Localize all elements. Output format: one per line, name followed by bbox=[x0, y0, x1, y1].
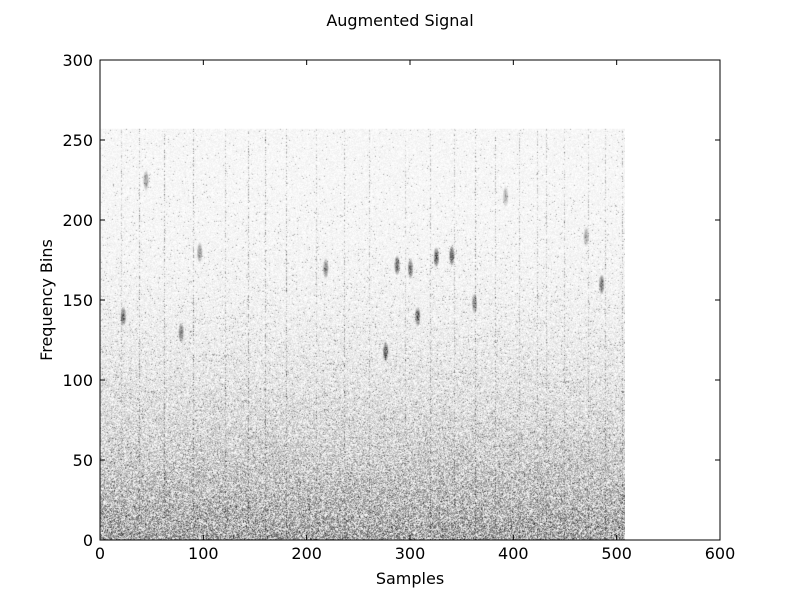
y-tick-label: 100 bbox=[62, 371, 93, 390]
x-tick-label: 400 bbox=[498, 544, 529, 563]
x-axis-label: Samples bbox=[376, 569, 444, 588]
y-tick-label: 250 bbox=[62, 131, 93, 150]
y-axis-ticks: 0 50 100 150 200 250 300 bbox=[62, 51, 720, 550]
y-tick-label: 200 bbox=[62, 211, 93, 230]
y-tick-label: 300 bbox=[62, 51, 93, 70]
heatmap-layer bbox=[100, 128, 625, 540]
x-tick-label: 600 bbox=[705, 544, 736, 563]
x-tick-label: 100 bbox=[188, 544, 219, 563]
spectrogram-image bbox=[100, 128, 625, 540]
y-tick-label: 150 bbox=[62, 291, 93, 310]
x-tick-label: 200 bbox=[291, 544, 322, 563]
y-tick-label: 0 bbox=[83, 531, 93, 550]
y-axis-label: Frequency Bins bbox=[37, 239, 56, 361]
x-tick-label: 300 bbox=[395, 544, 426, 563]
plot-area bbox=[99, 59, 721, 541]
x-tick-label: 500 bbox=[601, 544, 632, 563]
y-tick-label: 50 bbox=[73, 451, 93, 470]
x-tick-label: 0 bbox=[95, 544, 105, 563]
x-axis-ticks: 0 100 200 300 400 500 600 bbox=[95, 60, 735, 563]
chart-title: Augmented Signal bbox=[326, 11, 473, 30]
